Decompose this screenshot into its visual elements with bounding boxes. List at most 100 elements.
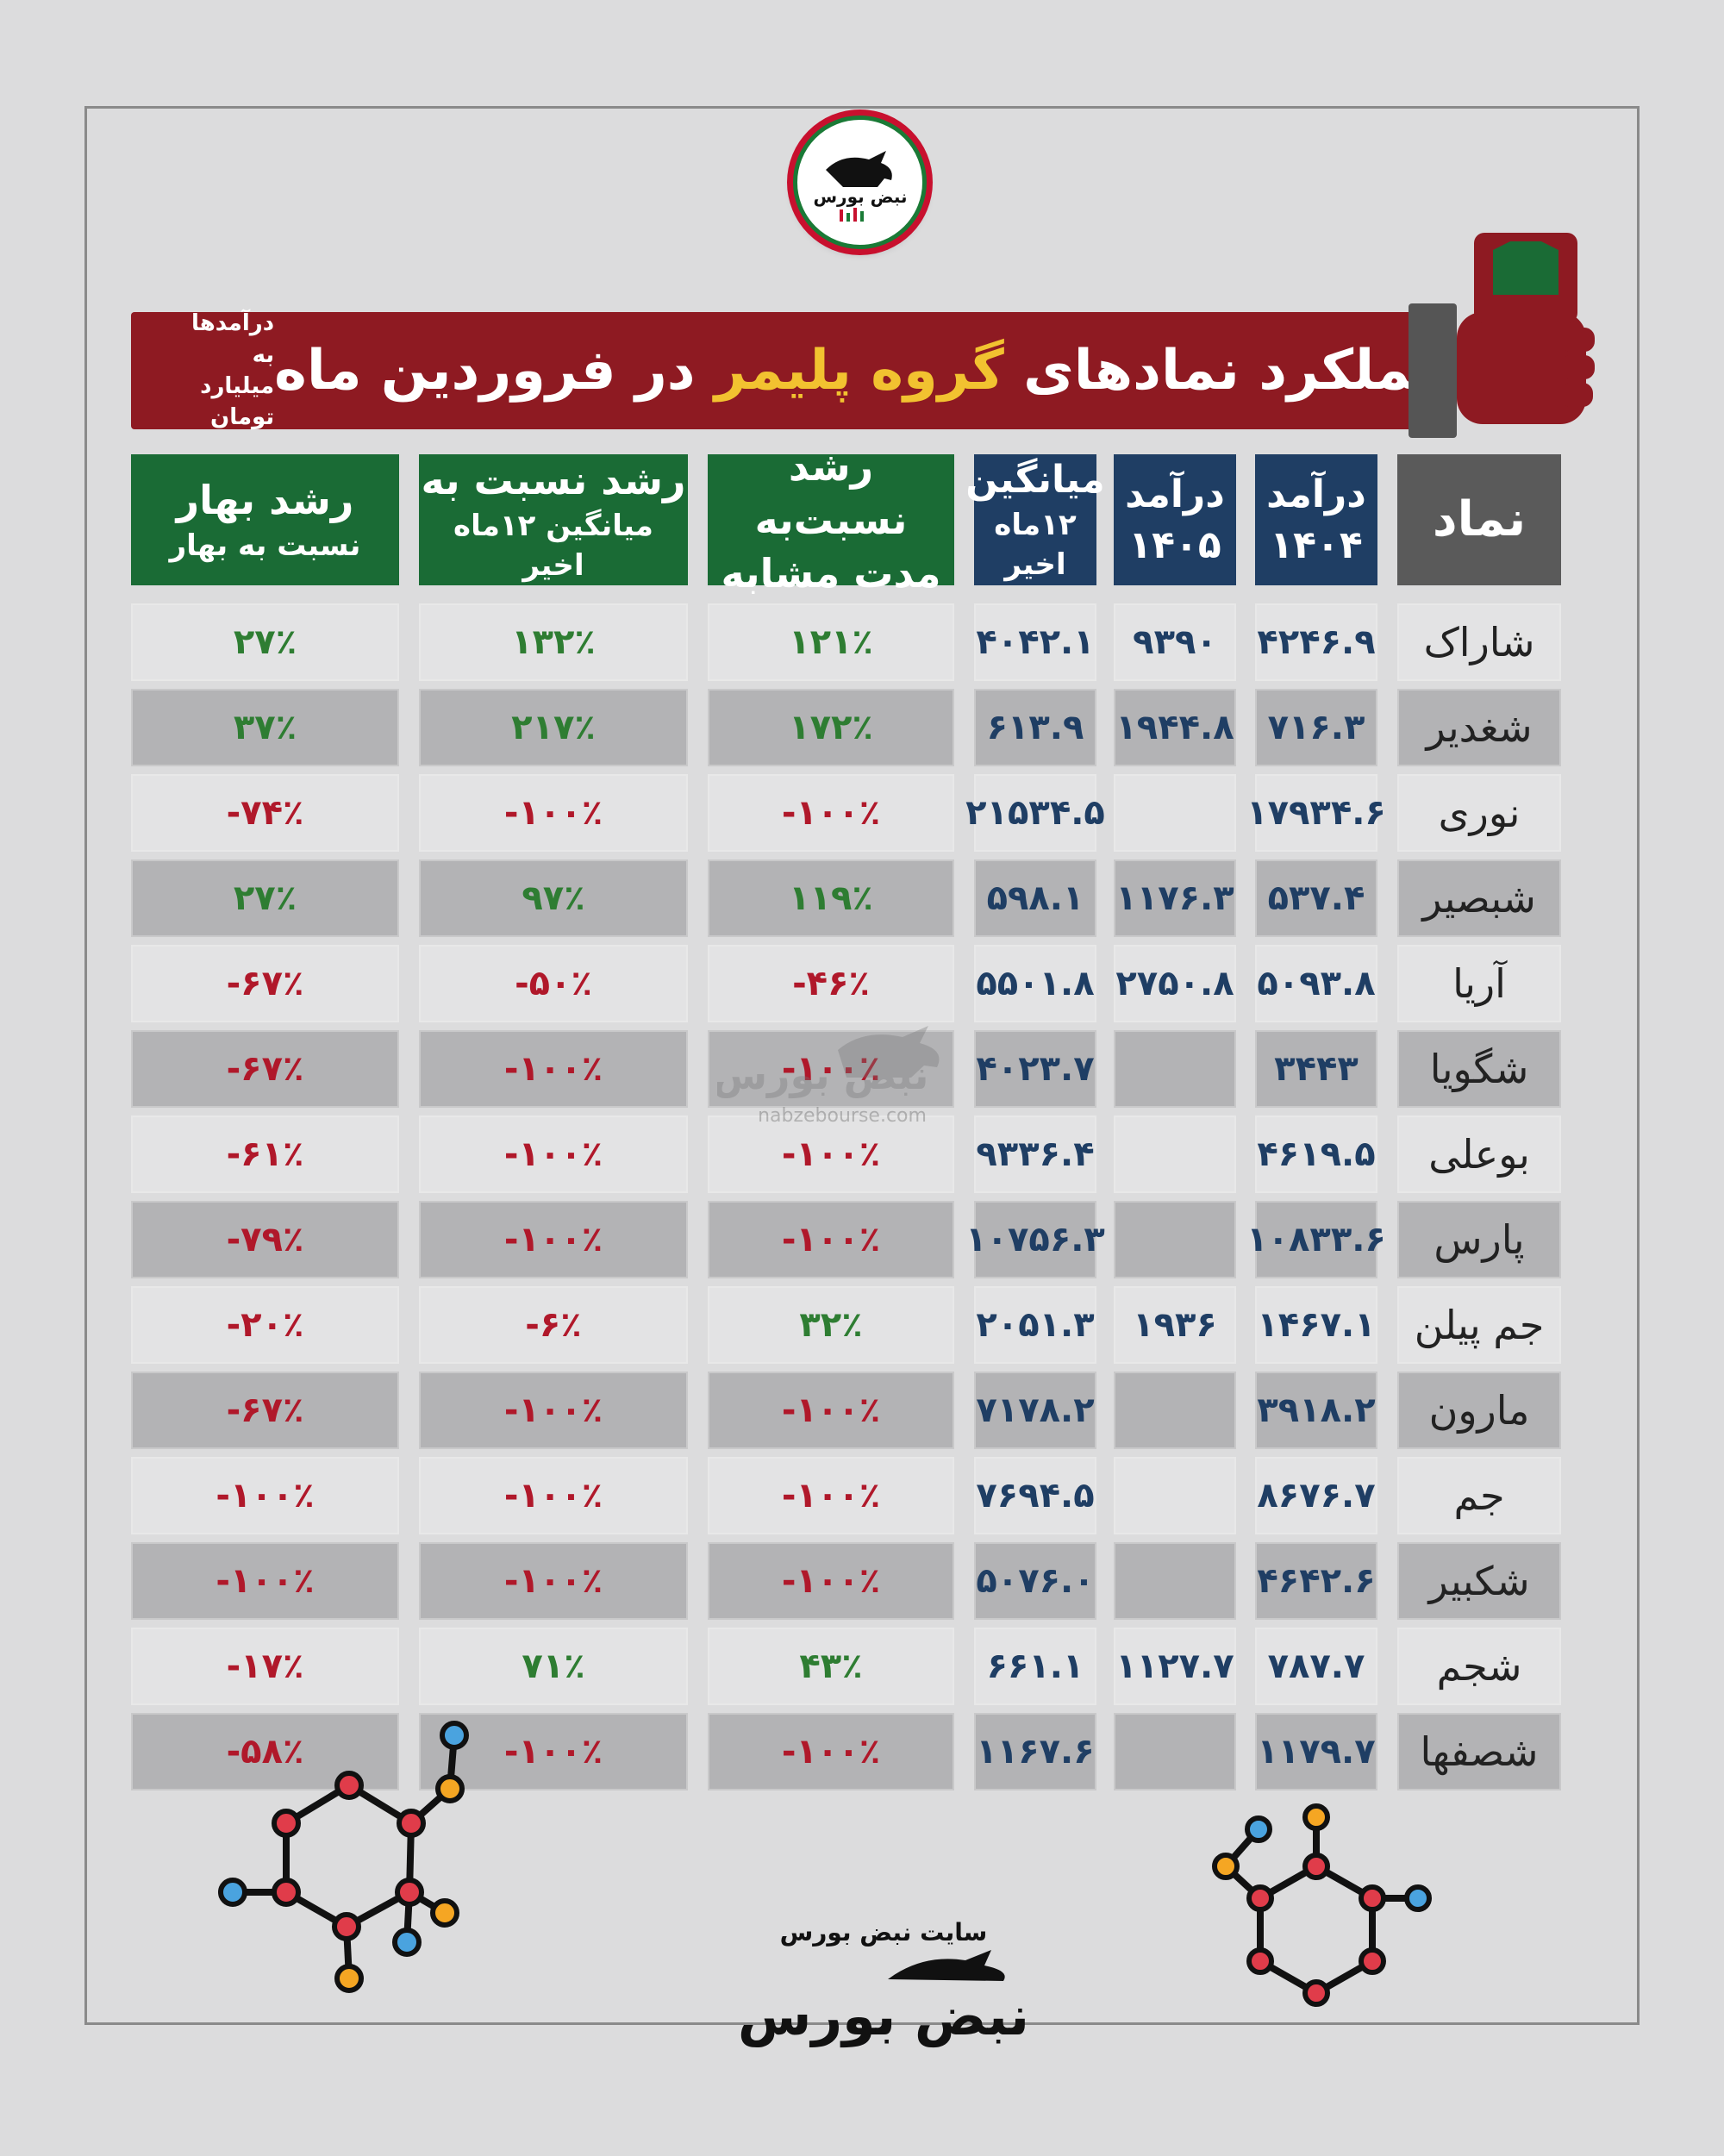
page-title: عملکرد نمادهای گروه پلیمر در فروردین ماه xyxy=(274,339,1451,403)
header-symbol-label: نماد xyxy=(1432,491,1527,548)
growth-spring-cell: -۶۷٪ xyxy=(131,1030,399,1108)
growth-avg-cell: -۱۰۰٪ xyxy=(419,1115,688,1193)
revenue-1405-cell xyxy=(1114,1030,1236,1108)
symbol-cell: بوعلی xyxy=(1397,1115,1561,1193)
symbol-cell: نوری xyxy=(1397,774,1561,852)
revenue-1405-cell: ۲۷۵۰.۸ xyxy=(1114,945,1236,1022)
bull-footer-icon xyxy=(888,1950,1005,1981)
watermark-site: nabzebourse.com xyxy=(758,1105,927,1127)
header-growth-spring-line1: رشد بهار xyxy=(176,477,354,523)
header-average: میانگین ۱۲ماه اخیر xyxy=(965,454,1105,585)
symbol-cell: جم پیلن xyxy=(1397,1286,1561,1364)
growth-same-cell: ۱۷۲٪ xyxy=(708,689,954,766)
revenue-1405-cell xyxy=(1114,1115,1236,1193)
revenue-1405-cell: ۹۳۹۰ xyxy=(1114,603,1236,681)
header-rev1404-line2: ۱۴۰۴ xyxy=(1270,523,1363,567)
header-rev1405-line2: ۱۴۰۵ xyxy=(1128,523,1221,567)
revenue-1405-cell xyxy=(1114,1372,1236,1449)
growth-avg-cell: ۷۱٪ xyxy=(419,1628,688,1705)
revenue-1404-cell: ۱۴۶۷.۱ xyxy=(1255,1286,1377,1364)
average-cell: ۲۱۵۳۴.۵ xyxy=(965,774,1105,852)
header-growth-avg-line2: میانگین ۱۲ماه اخیر xyxy=(453,509,653,584)
growth-avg-cell: -۱۰۰٪ xyxy=(419,1457,688,1534)
growth-spring-cell: -۲۰٪ xyxy=(131,1286,399,1364)
bull-watermark-icon: نبض بورس xyxy=(713,1026,940,1098)
revenue-1404-cell: ۷۸۷.۷ xyxy=(1255,1628,1377,1705)
header-growth-vs-average: رشد نسبت به میانگین ۱۲ماه اخیر xyxy=(419,454,688,585)
title-part1: عملکرد نمادهای xyxy=(1023,339,1451,403)
brand-logo: نبض بورس xyxy=(793,116,927,249)
revenue-1404-cell: ۳۹۱۸.۲ xyxy=(1255,1372,1377,1449)
growth-spring-cell: -۶۷٪ xyxy=(131,945,399,1022)
average-cell: ۶۱۳.۹ xyxy=(974,689,1096,766)
revenue-1405-cell: ۱۹۴۴.۸ xyxy=(1114,689,1236,766)
growth-spring-cell: ۲۷٪ xyxy=(131,603,399,681)
growth-same-cell: -۴۶٪ xyxy=(708,945,954,1022)
revenue-1404-cell: ۱۷۹۳۴.۶ xyxy=(1246,774,1386,852)
header-growth-same-line2: مدت مشابه xyxy=(721,550,941,597)
title-banner: درآمدها به میلیارد تومان عملکرد نمادهای … xyxy=(131,310,1451,430)
symbol-cell: آریا xyxy=(1397,945,1561,1022)
header-average-line2: ۱۲ماه اخیر xyxy=(994,507,1077,582)
symbol-cell: شکبیر xyxy=(1397,1542,1561,1620)
average-cell: ۵۵۰۱.۸ xyxy=(974,945,1096,1022)
header-rev1405: درآمد ۱۴۰۵ xyxy=(1114,454,1236,585)
growth-avg-cell: -۱۰۰٪ xyxy=(419,1542,688,1620)
symbol-cell: پارس xyxy=(1397,1201,1561,1278)
molecule-icon xyxy=(218,1721,469,1993)
header-rev1405-line1: درآمد xyxy=(1125,472,1225,516)
header-symbol: نماد xyxy=(1397,454,1561,585)
growth-spring-cell: -۷۴٪ xyxy=(131,774,399,852)
growth-spring-cell: -۱۰۰٪ xyxy=(131,1542,399,1620)
growth-spring-cell: -۱۰۰٪ xyxy=(131,1457,399,1534)
symbol-cell: شگویا xyxy=(1397,1030,1561,1108)
revenue-1404-cell: ۴۶۴۲.۶ xyxy=(1255,1542,1377,1620)
units-note-line1: درآمدها به xyxy=(191,310,275,368)
page-frame xyxy=(84,106,1640,2025)
growth-same-cell: -۱۰۰٪ xyxy=(708,1457,954,1534)
growth-same-cell: -۱۰۰٪ xyxy=(708,1372,954,1449)
average-cell: ۶۶۱.۱ xyxy=(974,1628,1096,1705)
average-cell: ۹۳۳۶.۴ xyxy=(974,1115,1096,1193)
footer-brand-name: نبض بورس xyxy=(737,1984,1030,2047)
fist-icon xyxy=(1457,233,1595,424)
growth-avg-cell: -۱۰۰٪ xyxy=(419,774,688,852)
growth-same-cell: -۱۰۰٪ xyxy=(708,1713,954,1790)
growth-same-cell: ۴۳٪ xyxy=(708,1628,954,1705)
symbol-cell: شاراک xyxy=(1397,603,1561,681)
growth-spring-cell: -۱۷٪ xyxy=(131,1628,399,1705)
growth-spring-cell: -۶۷٪ xyxy=(131,1372,399,1449)
revenue-1405-cell xyxy=(1114,774,1236,852)
header-average-line1: میانگین xyxy=(965,458,1105,503)
watermark: نبض بورس nabzebourse.com xyxy=(713,1024,967,1127)
average-cell: ۴۰۴۲.۱ xyxy=(974,603,1096,681)
growth-same-cell: ۱۱۹٪ xyxy=(708,859,954,937)
average-cell: ۷۱۷۸.۲ xyxy=(974,1372,1096,1449)
growth-avg-cell: -۵۰٪ xyxy=(419,945,688,1022)
header-rev1404-line1: درآمد xyxy=(1266,472,1366,516)
sleeve-cuff xyxy=(1409,303,1457,438)
average-cell: ۲۰۵۱.۳ xyxy=(974,1286,1096,1364)
revenue-1404-cell: ۴۲۴۶.۹ xyxy=(1255,603,1377,681)
revenue-1404-cell: ۵۳۷.۴ xyxy=(1255,859,1377,937)
revenue-1405-cell: ۱۹۳۶ xyxy=(1114,1286,1236,1364)
revenue-1404-cell: ۱۱۷۹.۷ xyxy=(1255,1713,1377,1790)
growth-avg-cell: -۱۰۰٪ xyxy=(419,1201,688,1278)
molecule-icon xyxy=(1212,1803,1432,2007)
symbol-cell: شبصیر xyxy=(1397,859,1561,937)
growth-avg-cell: -۱۰۰٪ xyxy=(419,1372,688,1449)
revenue-1405-cell xyxy=(1114,1457,1236,1534)
revenue-1404-cell: ۴۶۱۹.۵ xyxy=(1255,1115,1377,1193)
units-note: درآمدها به میلیارد تومان xyxy=(191,308,274,434)
growth-same-cell: ۳۲٪ xyxy=(708,1286,954,1364)
title-highlight: گروه پلیمر xyxy=(714,339,1004,403)
growth-spring-cell: ۳۷٪ xyxy=(131,689,399,766)
symbol-cell: شغدیر xyxy=(1397,689,1561,766)
growth-same-cell: -۱۰۰٪ xyxy=(708,774,954,852)
revenue-1405-cell: ۱۱۷۶.۳ xyxy=(1114,859,1236,937)
revenue-1404-cell: ۳۴۴۳ xyxy=(1255,1030,1377,1108)
header-rev1404: درآمد ۱۴۰۴ xyxy=(1255,454,1377,585)
symbol-cell: مارون xyxy=(1397,1372,1561,1449)
header-growth-avg-line1: رشد نسبت به xyxy=(421,457,686,504)
header-growth-spring-line2: نسبت به بهار xyxy=(169,528,361,564)
